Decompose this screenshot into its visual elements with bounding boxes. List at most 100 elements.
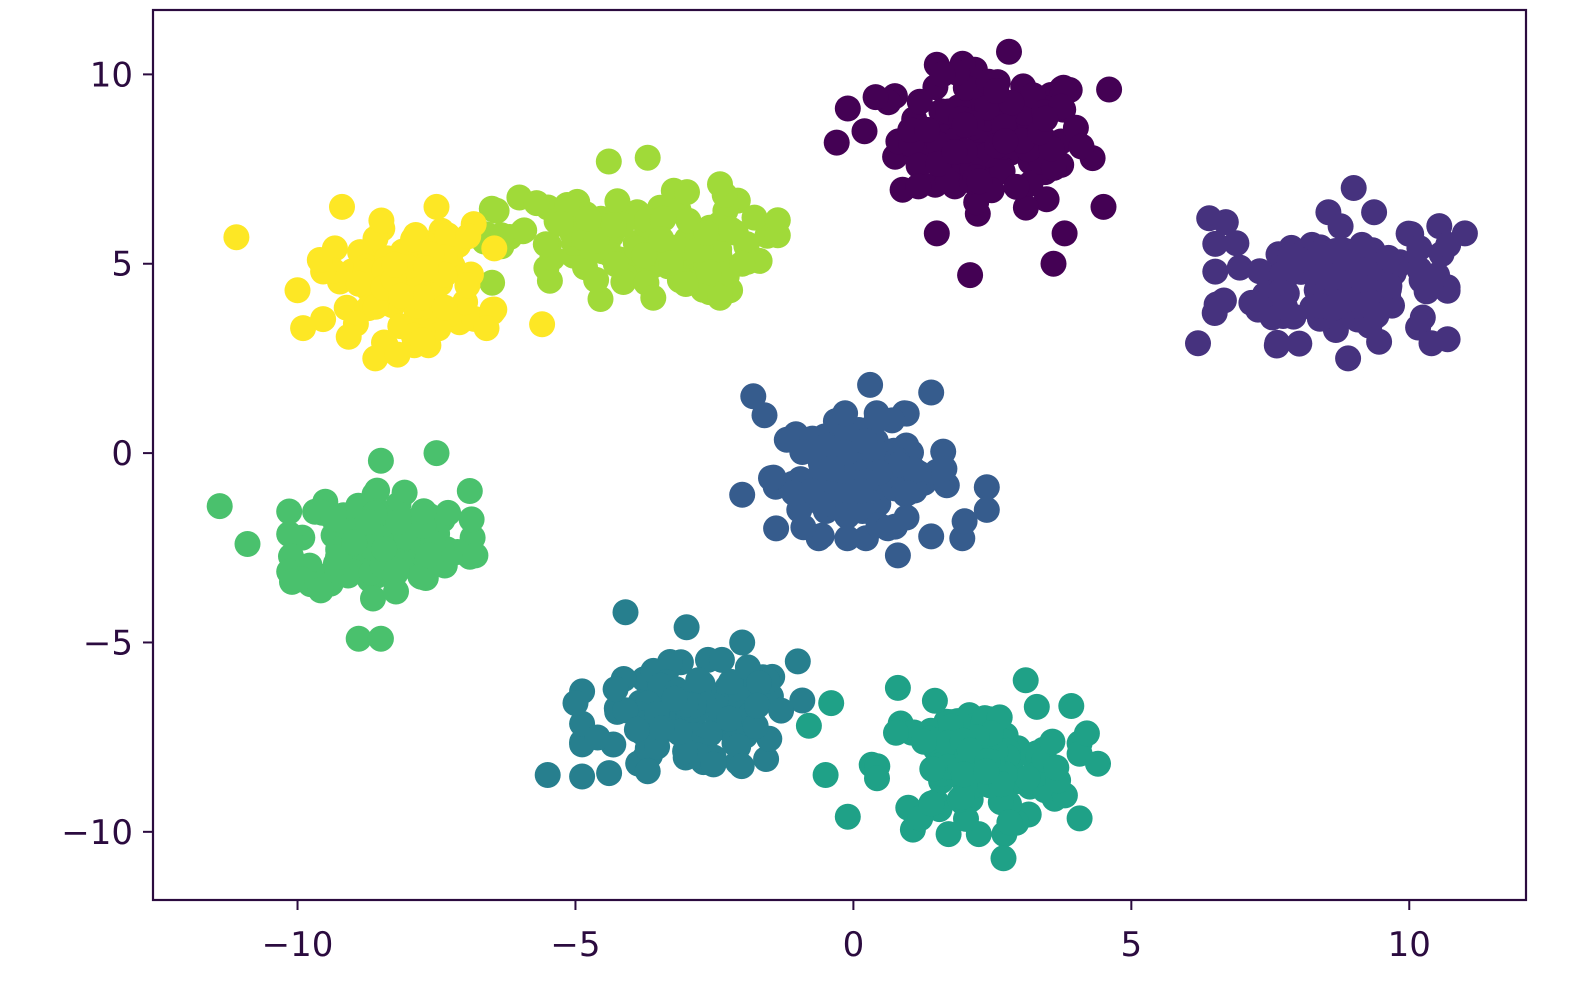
data-point [983,78,1010,104]
data-point [906,88,933,115]
data-point [595,148,622,175]
data-point [818,455,845,482]
data-point [431,294,458,321]
data-point [1202,230,1229,257]
data-point [511,217,538,244]
data-point [901,457,928,484]
data-point [234,531,261,557]
data-point [1286,330,1313,357]
data-point [481,235,508,262]
data-point [834,525,861,552]
data-point [798,478,825,504]
data-point [957,262,984,289]
data-point [973,474,1000,501]
data-point [789,439,816,465]
data-point [768,697,795,724]
data-point [362,345,389,372]
data-point [284,277,311,304]
data-point [672,738,699,765]
data-point [1418,330,1445,357]
data-point [367,447,394,474]
data-point [410,498,437,525]
data-point [532,231,559,258]
data-point [758,465,784,492]
data-point [910,728,937,755]
data-point [602,251,629,278]
data-point [931,455,958,482]
data-point [355,509,381,535]
data-point [1201,300,1228,326]
data-point [951,508,978,535]
data-point [996,809,1023,836]
data-point [1435,231,1462,258]
data-point [584,724,611,751]
data-point [789,687,816,714]
y-tick-label: −5 [83,623,133,663]
data-point [1327,213,1354,240]
y-axis-ticks: 10 5 0 −5 −10 [61,55,153,853]
data-point [583,266,610,293]
data-point [1202,258,1229,285]
plot-frame [151,8,1528,902]
data-point [306,247,333,273]
data-point [1085,750,1111,777]
data-point [661,685,688,712]
data-point [674,179,700,206]
data-point [368,207,395,234]
data-point [834,477,861,504]
data-point [728,753,755,780]
data-point [612,697,639,724]
data-point [700,751,727,778]
data-point [1040,250,1067,277]
data-point [1376,273,1403,299]
data-point [631,242,658,269]
data-point [941,139,968,165]
data-point [746,670,772,697]
data-point [1050,74,1077,101]
data-point [658,250,684,276]
data-point [276,498,303,525]
data-point [1014,765,1041,791]
cluster-1 [1185,175,1478,372]
data-point [990,845,1017,872]
data-point [612,599,639,626]
data-point [1068,133,1095,160]
data-point [834,803,861,830]
data-point [602,676,629,703]
x-tick-label: 0 [843,925,865,965]
data-point [729,250,756,277]
data-point [716,705,743,732]
data-point [883,719,909,746]
data-point [473,315,500,342]
data-point [707,171,733,198]
data-point [864,765,890,792]
data-point [455,223,482,250]
data-point [894,480,921,506]
data-point [918,379,945,406]
data-point [367,625,394,652]
data-point [529,311,556,338]
data-point [1012,667,1039,694]
data-point [479,269,506,296]
cluster-2 [729,371,1000,569]
data-point [1406,235,1433,262]
data-point [1023,693,1050,720]
data-point [523,190,550,217]
data-point [562,690,589,717]
data-point [707,284,733,311]
data-point [408,284,435,311]
data-point [1335,345,1362,372]
data-point [435,499,462,526]
data-point [918,523,945,550]
data-point [919,756,946,782]
x-tick-label: −10 [262,925,334,965]
data-point [708,646,735,673]
data-point [673,614,700,641]
data-point [1032,105,1059,132]
data-point [279,568,305,595]
data-point [415,542,442,569]
data-point [1242,291,1269,318]
data-point [456,478,483,504]
data-point [948,784,975,811]
data-point [634,144,661,171]
